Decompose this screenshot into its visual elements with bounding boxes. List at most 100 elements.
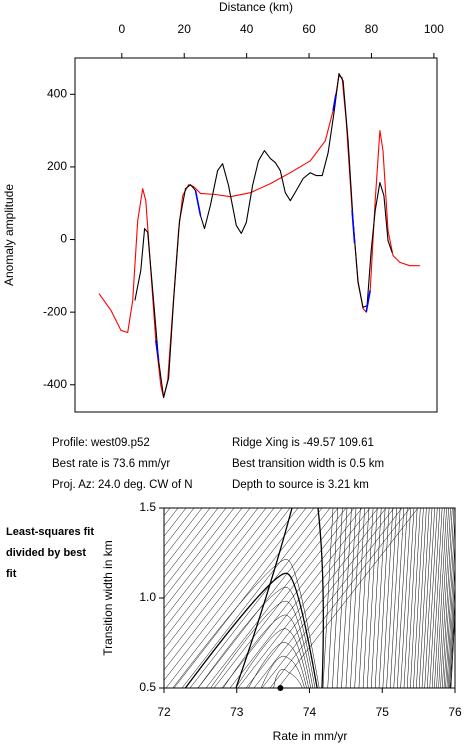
data-line [155, 94, 371, 361]
y-tick-label: 400 [47, 86, 67, 100]
contour-line [164, 508, 259, 630]
contour-line [248, 642, 307, 688]
contour-line [197, 508, 339, 688]
annotation: Best rate is 73.6 mm/yr [52, 458, 170, 470]
contour-line [366, 508, 378, 688]
contour-line [403, 508, 415, 688]
contour-line [450, 605, 455, 688]
best-fit-point [277, 685, 284, 691]
contour-line [164, 508, 195, 547]
contour-line [386, 508, 397, 688]
x-axis-title: Distance (km) [219, 0, 293, 14]
contour-line [164, 508, 275, 650]
x-tick-label: 73 [230, 705, 244, 719]
contour-field [14, 508, 455, 688]
x-tick-label: 74 [303, 705, 317, 719]
contour-line [164, 508, 251, 619]
contour-line [445, 512, 455, 688]
contour-line [448, 578, 455, 688]
x-tick-label: 72 [157, 705, 171, 719]
contour-line [406, 508, 418, 688]
contour-line [165, 508, 307, 688]
data-line [134, 73, 393, 399]
contour-line [382, 508, 394, 688]
contour-line [164, 508, 299, 681]
x-axis-title: Rate in mm/yr [273, 729, 348, 743]
y-tick-label: -200 [43, 304, 67, 318]
annotation: Depth to source is 3.21 km [232, 479, 369, 491]
contour-line [413, 508, 424, 688]
contour-line [354, 508, 365, 688]
contour-line [418, 508, 430, 688]
contour-line [336, 508, 348, 688]
contour-line [164, 508, 203, 558]
contour-line [438, 508, 449, 688]
annotation: Ridge Xing is -49.57 109.61 [232, 437, 374, 449]
contour-line [350, 508, 361, 688]
contour-line [332, 508, 343, 688]
contour-line [421, 508, 433, 688]
contour-line [235, 628, 309, 688]
contour-line [389, 508, 401, 688]
contour-line [358, 508, 370, 688]
contour-line [229, 508, 371, 688]
contour-line [164, 508, 227, 589]
contour-line [14, 508, 154, 688]
contour-line [378, 508, 390, 688]
x-tick-label: 100 [424, 22, 444, 36]
x-tick-label: 20 [178, 22, 192, 36]
contour-line [429, 508, 440, 688]
contour-line [393, 508, 405, 688]
y-axis-title: Transition width in km [101, 540, 115, 656]
x-tick-label: 40 [240, 22, 254, 36]
annotation: Profile: west09.p52 [52, 437, 150, 449]
contour-line [184, 572, 318, 688]
contour-line [436, 508, 447, 688]
plot-frame [163, 507, 456, 689]
x-tick-label: 0 [118, 22, 125, 36]
contour-line [164, 508, 291, 671]
side-label: Least-squares fit divided by best fit [6, 526, 95, 580]
contour-line [221, 508, 363, 688]
contour-line [431, 508, 443, 688]
contour-line [446, 537, 455, 688]
contour-line [449, 594, 455, 688]
y-tick-label: 1.5 [139, 500, 156, 514]
contour-line [164, 508, 243, 609]
x-tick-label: 76 [448, 705, 462, 719]
contour-line [341, 508, 352, 688]
contour-line [424, 508, 435, 688]
annotation: Proj. Az: 24.0 deg. CW of N [52, 479, 193, 491]
y-tick-label: -400 [43, 377, 67, 391]
contour-line [362, 508, 374, 688]
contour-line [400, 508, 411, 688]
y-tick-label: 0 [60, 232, 67, 246]
contour-line [440, 508, 451, 688]
contour-line [261, 508, 403, 688]
contour-line [374, 508, 386, 688]
x-tick-label: 75 [376, 705, 390, 719]
contour-line [222, 614, 312, 688]
contour-line [322, 508, 334, 688]
contour-line [164, 508, 267, 640]
contour-line [370, 508, 382, 688]
y-tick-label: 0.5 [139, 680, 156, 694]
contour-line [164, 508, 211, 568]
x-tick-label: 60 [302, 22, 316, 36]
contour-line [443, 508, 455, 688]
contour-line [164, 508, 219, 578]
contour-line [273, 669, 303, 688]
contour-line [164, 508, 235, 599]
plot-frame [74, 57, 438, 413]
contour-line [173, 508, 315, 688]
contour-line [245, 508, 387, 688]
contour-line [210, 600, 314, 688]
annotation: Best transition width is 0.5 km [232, 458, 384, 470]
contour-line [164, 508, 283, 661]
contour-line [327, 508, 338, 688]
contour-line [172, 559, 320, 688]
contour-line [181, 508, 323, 688]
contour-line [189, 508, 331, 688]
contour-line [434, 508, 445, 688]
